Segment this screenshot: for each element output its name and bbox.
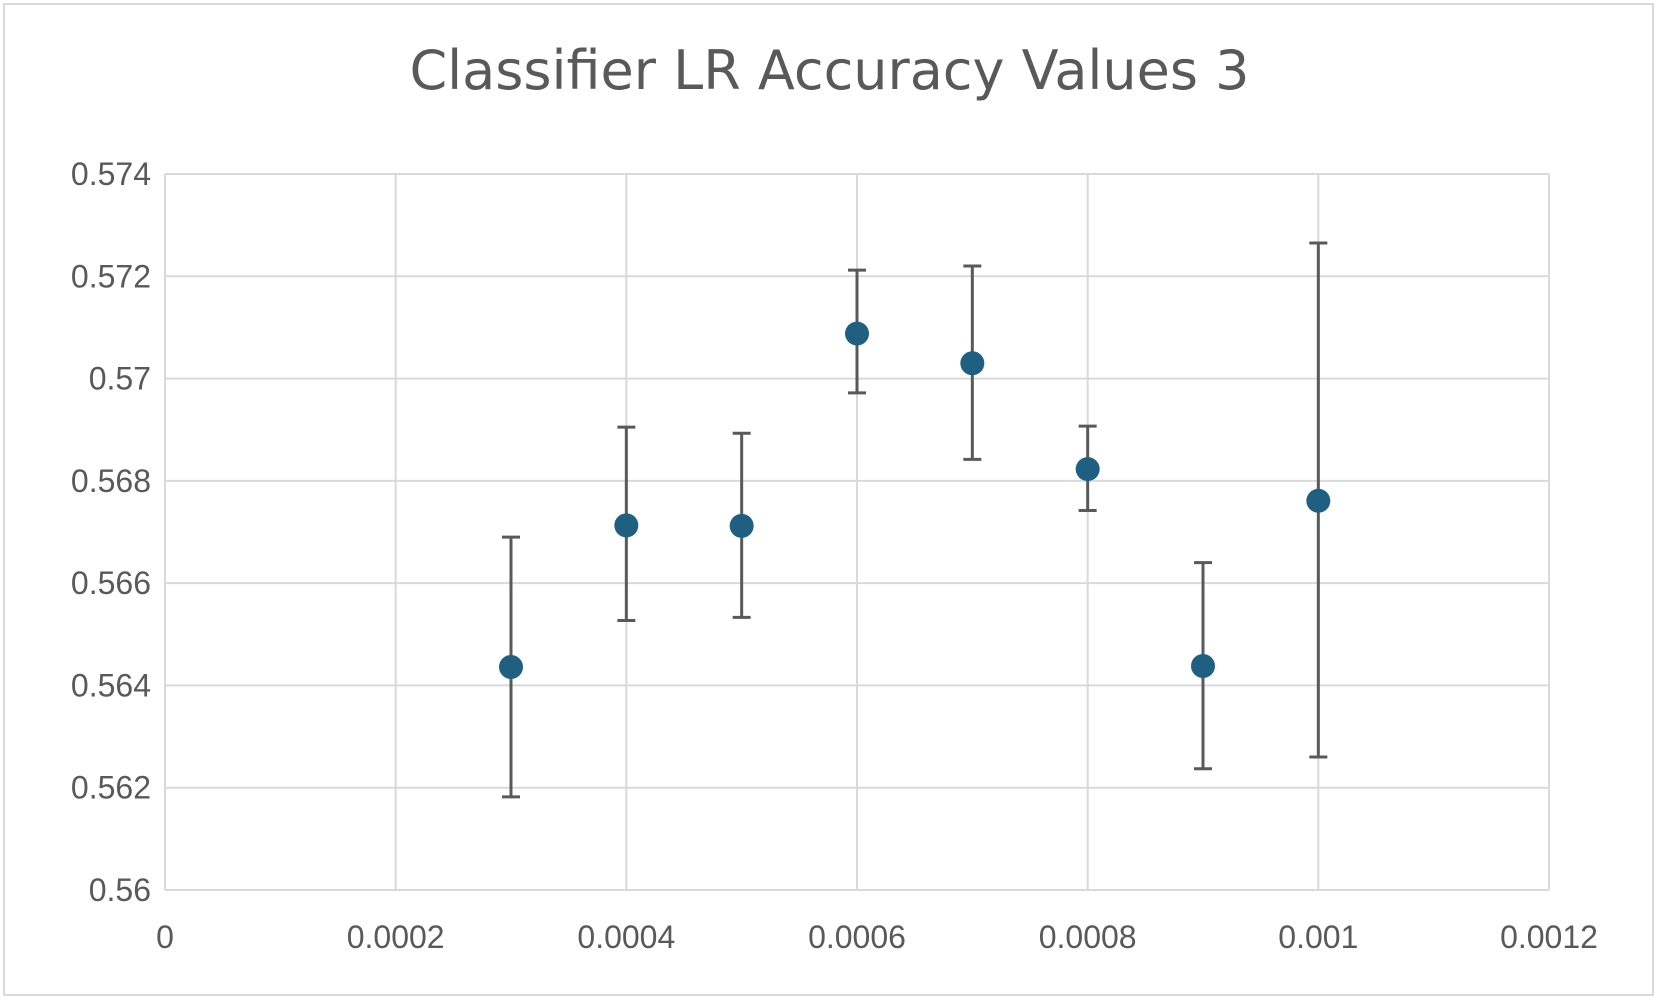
data-point: [1075, 457, 1100, 482]
x-tick-label: 0.0002: [347, 919, 445, 955]
x-tick-label: 0.001: [1278, 919, 1358, 955]
data-point: [614, 513, 639, 538]
x-tick-label: 0.0004: [577, 919, 675, 955]
data-point: [729, 513, 754, 538]
chart-title: Classifier LR Accuracy Values 3: [409, 39, 1250, 102]
x-tick-label: 0: [156, 919, 174, 955]
x-tick-label: 0.0008: [1039, 919, 1137, 955]
y-tick-label: 0.566: [71, 565, 151, 601]
y-tick-label: 0.57: [89, 361, 151, 397]
y-tick-label: 0.562: [71, 770, 151, 806]
data-point: [845, 321, 869, 346]
y-tick-label: 0.564: [71, 667, 151, 703]
data-point: [499, 655, 523, 680]
chart-area: [3, 3, 1654, 996]
y-tick-label: 0.568: [71, 463, 151, 499]
x-tick-label: 0.0006: [808, 919, 906, 955]
x-tick-label: 0.0012: [1500, 919, 1598, 955]
y-tick-label: 0.56: [89, 872, 151, 908]
data-point: [960, 351, 985, 376]
y-tick-label: 0.572: [71, 258, 151, 294]
data-point: [1306, 488, 1331, 513]
data-point: [1191, 653, 1215, 678]
y-tick-label: 0.574: [71, 156, 151, 192]
